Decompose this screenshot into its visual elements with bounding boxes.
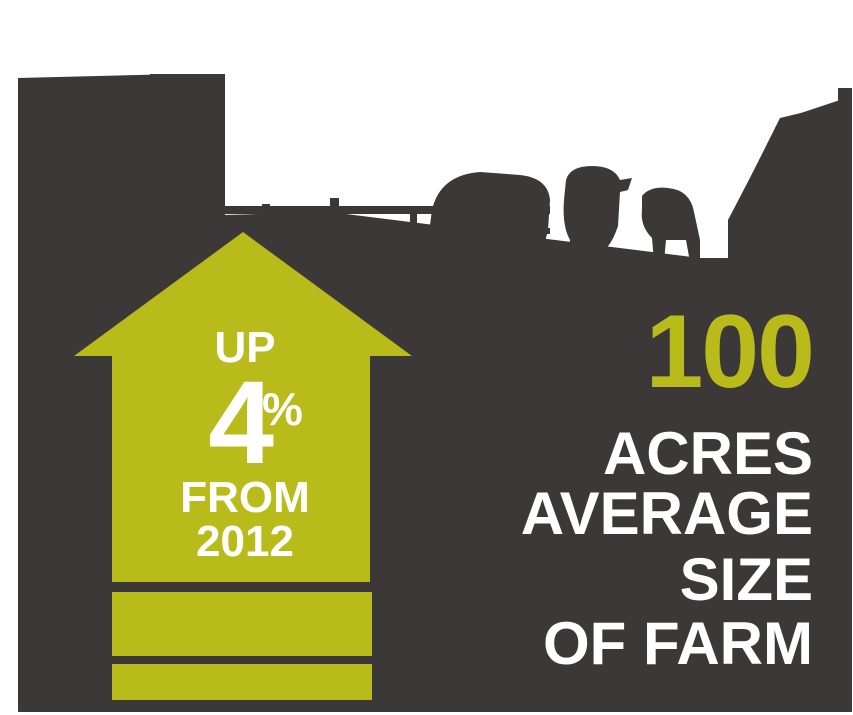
average-acres-number: 100 [645,294,815,410]
percent-sign: % [262,383,303,435]
up-label: UP [214,323,276,372]
cow-silhouette-icon [428,166,700,262]
barn-silhouette-icon [150,74,225,224]
percent-value: 4 [208,357,274,489]
stat-line-acres: ACRES [602,420,813,487]
up-arrow-icon [74,232,412,700]
stat-line-average: AVERAGE [520,480,813,547]
year-label: 2012 [196,517,294,566]
fence-silhouette-icon [220,198,720,275]
stat-line-of-farm: OF FARM [543,610,813,677]
barn-silhouette-icon-right [728,88,852,260]
from-label: FROM [180,473,310,522]
stat-line-size: SIZE [679,546,813,613]
